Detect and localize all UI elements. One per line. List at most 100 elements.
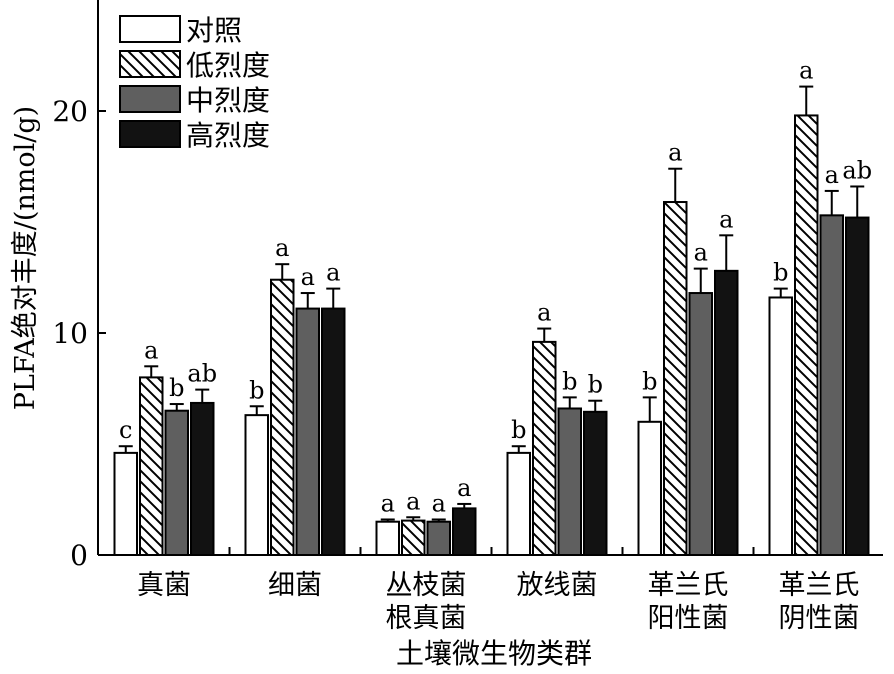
significance-letter: b	[511, 416, 526, 444]
legend-label: 对照	[186, 14, 242, 47]
bar-group: b	[768, 259, 793, 556]
category-label: 真菌	[137, 570, 191, 601]
significance-letter: a	[694, 239, 708, 267]
y-tick-label: 20	[52, 95, 88, 128]
bar-group: a	[375, 489, 400, 557]
significance-letter: ab	[187, 360, 217, 388]
significance-letter: b	[169, 374, 184, 402]
legend-swatch	[119, 85, 181, 113]
bar-group: b	[583, 371, 608, 556]
bar	[452, 507, 477, 557]
legend-item: 中烈度	[119, 84, 270, 117]
significance-letter: c	[119, 416, 132, 444]
significance-letter: a	[301, 263, 315, 291]
bar	[321, 307, 346, 556]
bar	[139, 376, 164, 556]
bar-group: a	[270, 234, 295, 556]
legend-item: 对照	[119, 14, 242, 47]
category-label: 细菌	[268, 570, 322, 601]
category-label: 丛枝菌	[386, 570, 467, 601]
legend-item: 高烈度	[119, 119, 270, 152]
bar	[557, 407, 582, 557]
bar-group: c	[113, 416, 138, 557]
bar-group: a	[426, 489, 451, 557]
legend-swatch	[119, 120, 181, 148]
significance-letter: a	[326, 259, 340, 287]
bar	[426, 520, 451, 557]
category-label: 阴性菌	[779, 603, 860, 634]
bar	[819, 214, 844, 556]
bar	[794, 114, 819, 556]
significance-letter: b	[773, 259, 788, 287]
bar-group: b	[557, 367, 582, 557]
x-ticks	[228, 547, 755, 555]
significance-letter: a	[668, 139, 682, 167]
legend-swatch	[119, 50, 181, 78]
bar-group: b	[244, 376, 269, 557]
y-axis-label: PLFA绝对丰度/(nmol/g)	[10, 106, 41, 410]
significance-letter: b	[562, 367, 577, 395]
bar	[714, 269, 739, 556]
significance-letter: a	[144, 336, 158, 364]
bar	[532, 340, 557, 556]
bar-group: a	[295, 263, 320, 556]
bar-group: b	[164, 374, 189, 557]
legend-swatch	[119, 15, 181, 43]
significance-letter: b	[249, 376, 264, 404]
bar-group: ab	[187, 360, 217, 556]
x-axis-label: 土壤微生物类群	[396, 637, 592, 670]
bar	[375, 520, 400, 557]
bar-group: a	[532, 299, 557, 556]
bar	[688, 292, 713, 556]
bar-group: a	[401, 487, 426, 557]
significance-letter: a	[537, 299, 551, 327]
bar	[295, 307, 320, 556]
legend-label: 高烈度	[186, 119, 270, 152]
bar-group: b	[506, 416, 531, 557]
significance-letter: a	[719, 205, 733, 233]
bar-group: b	[637, 367, 662, 556]
category-label: 放线菌	[517, 570, 598, 601]
legend-item: 低烈度	[119, 49, 270, 82]
bar-group: a	[663, 139, 688, 557]
y-ticks: 0 10 20	[52, 95, 106, 572]
significance-letter: a	[799, 57, 813, 85]
bar	[637, 420, 662, 556]
bar-group: a	[321, 259, 346, 556]
bar-group: a	[714, 205, 739, 556]
significance-letter: a	[406, 487, 420, 515]
bar	[164, 409, 189, 557]
significance-letter: a	[275, 234, 289, 262]
significance-letter: b	[588, 371, 603, 399]
bar-group: a	[819, 161, 844, 556]
significance-letter: a	[457, 474, 471, 502]
bar-group: a	[794, 57, 819, 556]
bar	[401, 519, 426, 557]
legend-label: 低烈度	[186, 49, 270, 82]
significance-letter: a	[825, 161, 839, 189]
bar	[845, 216, 870, 556]
significance-letter: b	[642, 367, 657, 395]
bar-group: ab	[842, 156, 872, 556]
category-label: 革兰氏	[648, 570, 729, 601]
bar	[663, 201, 688, 557]
bar	[270, 278, 295, 556]
bar-group: a	[452, 474, 477, 557]
significance-letter: ab	[842, 156, 872, 184]
bar	[190, 401, 215, 556]
bar	[583, 410, 608, 556]
significance-letter: a	[432, 489, 446, 517]
bar	[506, 451, 531, 557]
category-label: 根真菌	[386, 603, 467, 634]
bar	[244, 414, 269, 557]
bar	[113, 451, 138, 557]
category-label: 革兰氏	[779, 570, 860, 601]
y-tick-label: 10	[52, 317, 88, 350]
bar	[768, 296, 793, 556]
category-label: 阳性菌	[648, 603, 729, 634]
bar-group: a	[139, 336, 164, 556]
